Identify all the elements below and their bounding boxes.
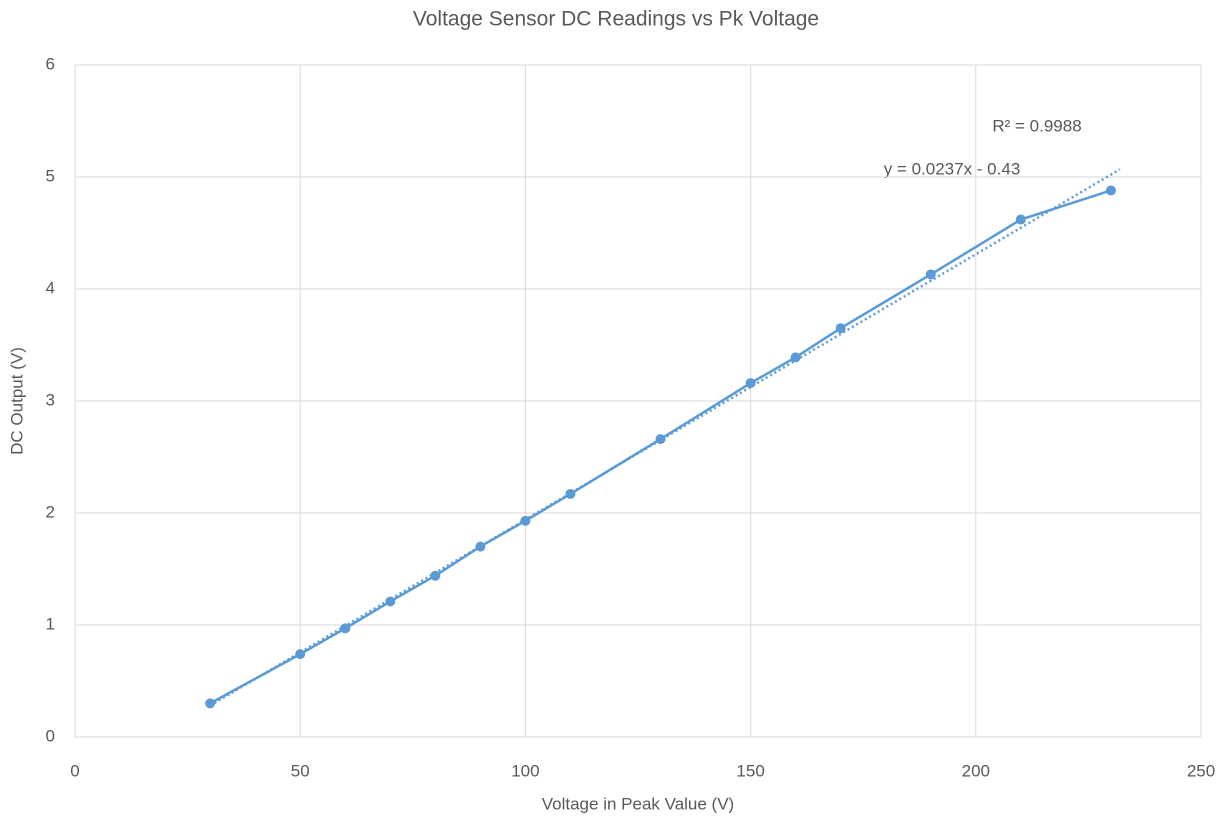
data-point [565, 488, 576, 499]
data-point [430, 570, 441, 581]
chart-title: Voltage Sensor DC Readings vs Pk Voltage [413, 8, 819, 31]
x-tick-label: 0 [70, 761, 79, 780]
y-tick-label: 4 [46, 278, 55, 297]
data-point [1015, 214, 1026, 225]
y-tick-label: 2 [46, 502, 55, 521]
data-point [340, 623, 351, 634]
data-point [520, 515, 531, 526]
data-point [745, 378, 756, 389]
data-point [835, 323, 846, 334]
annotation: y = 0.0237x - 0.43 [884, 159, 1021, 178]
data-point [790, 352, 801, 363]
y-tick-label: 0 [46, 726, 55, 745]
data-point [655, 434, 666, 445]
x-axis-label: Voltage in Peak Value (V) [542, 794, 734, 813]
x-tick-label: 100 [511, 761, 539, 780]
data-point [925, 269, 936, 280]
y-axis-label: DC Output (V) [7, 347, 26, 455]
trendline [209, 168, 1121, 707]
x-tick-label: 250 [1187, 761, 1215, 780]
y-tick-label: 1 [46, 614, 55, 633]
data-point [205, 698, 216, 709]
data-point [385, 596, 396, 607]
y-tick-label: 5 [46, 166, 55, 185]
annotation: R² = 0.9988 [992, 116, 1081, 135]
x-tick-label: 150 [736, 761, 764, 780]
x-tick-label: 200 [962, 761, 990, 780]
data-point [475, 541, 486, 552]
y-tick-label: 6 [46, 54, 55, 73]
data-point [295, 649, 306, 660]
y-tick-label: 3 [46, 390, 55, 409]
data-point [1105, 185, 1116, 196]
x-tick-label: 50 [291, 761, 310, 780]
